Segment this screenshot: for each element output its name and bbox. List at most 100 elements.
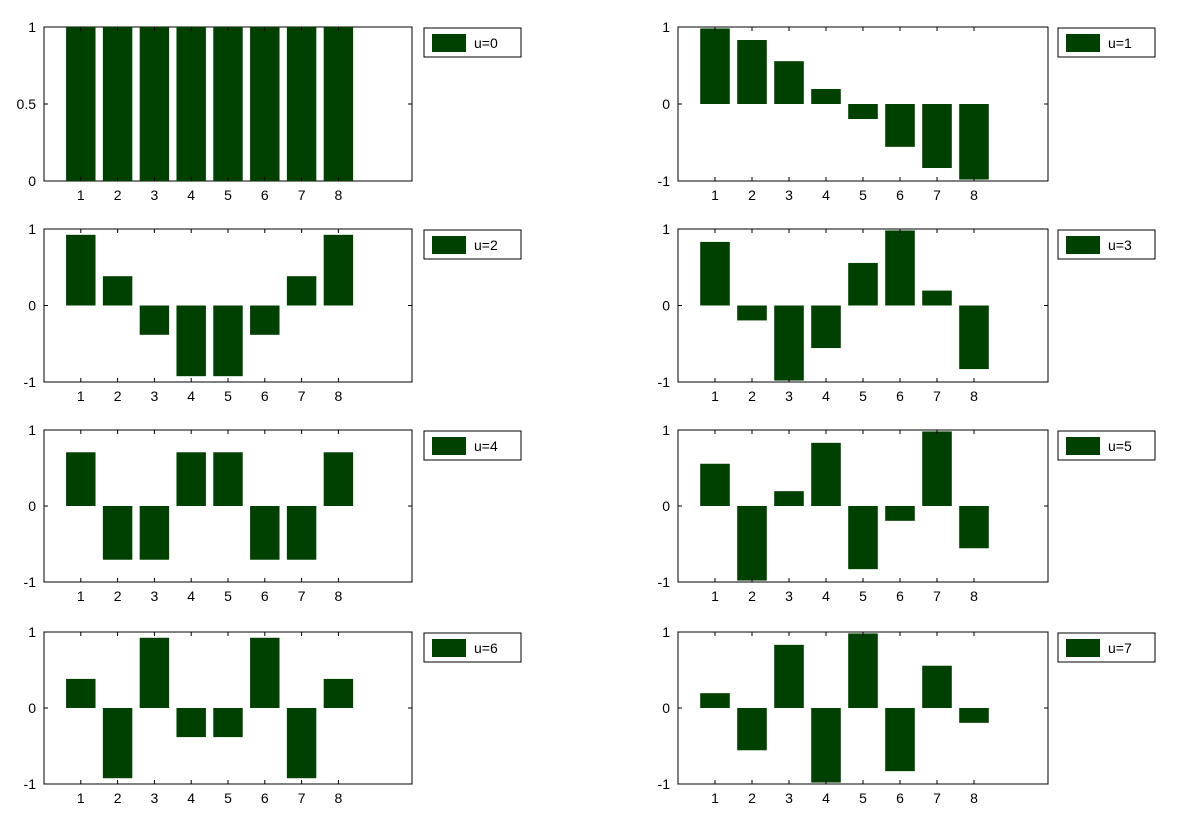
x-tick-label: 1: [77, 388, 85, 404]
legend: u=5: [1057, 430, 1156, 461]
x-tick-label: 6: [896, 388, 904, 404]
x-tick-label: 4: [822, 388, 830, 404]
x-tick-label: 8: [970, 790, 978, 806]
x-tick-label: 7: [298, 588, 306, 604]
y-tick-label: 1: [662, 624, 670, 640]
y-tick-label: 1: [28, 422, 36, 438]
x-tick-label: 2: [748, 187, 756, 203]
bar-5: [848, 633, 878, 708]
x-tick-label: 5: [224, 388, 232, 404]
bar-4: [811, 305, 841, 349]
y-tick-label: 0: [662, 700, 670, 716]
y-tick-label: 0: [28, 700, 36, 716]
legend: u=6: [423, 632, 522, 663]
bar-8: [323, 452, 354, 506]
x-tick-label: 4: [822, 790, 830, 806]
x-tick-label: 1: [711, 187, 719, 203]
bar-8: [959, 305, 989, 370]
bar-6: [885, 506, 915, 521]
bar-6: [885, 230, 915, 306]
x-tick-label: 4: [822, 187, 830, 203]
bar-2: [737, 40, 767, 104]
bar-4: [176, 452, 206, 506]
bar-4: [811, 88, 841, 104]
bar-1: [66, 678, 96, 708]
bar-1: [700, 693, 730, 708]
y-tick-label: 1: [662, 19, 670, 35]
bar-7: [922, 104, 952, 168]
bar-1: [700, 463, 730, 506]
bar-5: [213, 27, 243, 181]
x-tick-label: 3: [785, 388, 793, 404]
x-tick-label: 1: [77, 588, 85, 604]
legend-label: u=2: [474, 237, 498, 253]
subplot-1: 1 2 3 4 5 6 7 8 -1 0 1 u=1: [658, 19, 1156, 203]
y-tick-label: 1: [662, 422, 670, 438]
legend-swatch: [1066, 34, 1100, 52]
x-tick-label: 8: [335, 790, 343, 806]
bar-2: [737, 305, 767, 321]
bar-6: [250, 305, 280, 335]
bar-4: [176, 27, 206, 181]
y-tick-label: 0: [662, 96, 670, 112]
x-tick-label: 2: [748, 388, 756, 404]
x-tick-label: 6: [261, 187, 269, 203]
x-tick-label: 5: [859, 388, 867, 404]
y-tick-label: -1: [658, 776, 671, 792]
x-tick-label: 1: [711, 388, 719, 404]
bar-8: [959, 506, 989, 549]
y-tick-label: 0: [662, 298, 670, 314]
legend-swatch: [432, 34, 466, 52]
y-tick-label: 0.5: [17, 96, 37, 112]
legend-swatch: [432, 236, 466, 254]
bar-6: [250, 27, 280, 181]
legend: u=1: [1057, 27, 1156, 58]
x-tick-label: 6: [261, 790, 269, 806]
bar-5: [848, 104, 878, 120]
legend-label: u=0: [474, 35, 498, 51]
x-tick-label: 8: [970, 187, 978, 203]
x-tick-label: 7: [298, 790, 306, 806]
y-tick-label: 1: [28, 221, 36, 237]
x-tick-label: 7: [933, 588, 941, 604]
x-tick-label: 3: [785, 187, 793, 203]
x-tick-label: 6: [896, 790, 904, 806]
bar-8: [959, 708, 989, 723]
bar-6: [885, 708, 915, 772]
bar-3: [774, 644, 804, 708]
x-tick-label: 6: [261, 388, 269, 404]
x-tick-label: 7: [933, 790, 941, 806]
legend-label: u=3: [1108, 237, 1132, 253]
subplot-2: 1 2 3 4 5 6 7 8 -1 0 1 u=2: [24, 221, 522, 404]
y-tick-label: 1: [28, 19, 36, 35]
bar-3: [139, 27, 170, 181]
bar-5: [213, 708, 243, 738]
x-tick-label: 7: [298, 388, 306, 404]
x-tick-label: 5: [859, 790, 867, 806]
bar-5: [848, 506, 878, 570]
x-tick-label: 6: [261, 588, 269, 604]
y-tick-label: -1: [658, 574, 671, 590]
x-tick-label: 1: [77, 790, 85, 806]
x-tick-label: 1: [711, 790, 719, 806]
subplot-7: 1 2 3 4 5 6 7 8 -1 0 1 u=7: [658, 624, 1156, 806]
legend-label: u=1: [1108, 35, 1132, 51]
y-tick-label: 1: [662, 221, 670, 237]
y-tick-label: -1: [658, 374, 671, 390]
x-tick-label: 3: [151, 790, 159, 806]
x-tick-label: 4: [187, 588, 195, 604]
subplot-6: 1 2 3 4 5 6 7 8 -1 0 1 u=6: [24, 624, 522, 806]
x-tick-label: 4: [187, 790, 195, 806]
x-tick-label: 5: [224, 790, 232, 806]
y-tick-label: -1: [24, 374, 37, 390]
bar-3: [774, 491, 804, 506]
subplot-4: 1 2 3 4 5 6 7 8 -1 0 1 u=4: [24, 422, 522, 604]
legend-swatch: [1066, 639, 1100, 657]
x-tick-label: 8: [335, 388, 343, 404]
bar-4: [176, 708, 206, 738]
bar-4: [176, 305, 206, 377]
bar-8: [323, 234, 354, 306]
bar-2: [102, 708, 133, 779]
bar-7: [286, 27, 317, 181]
